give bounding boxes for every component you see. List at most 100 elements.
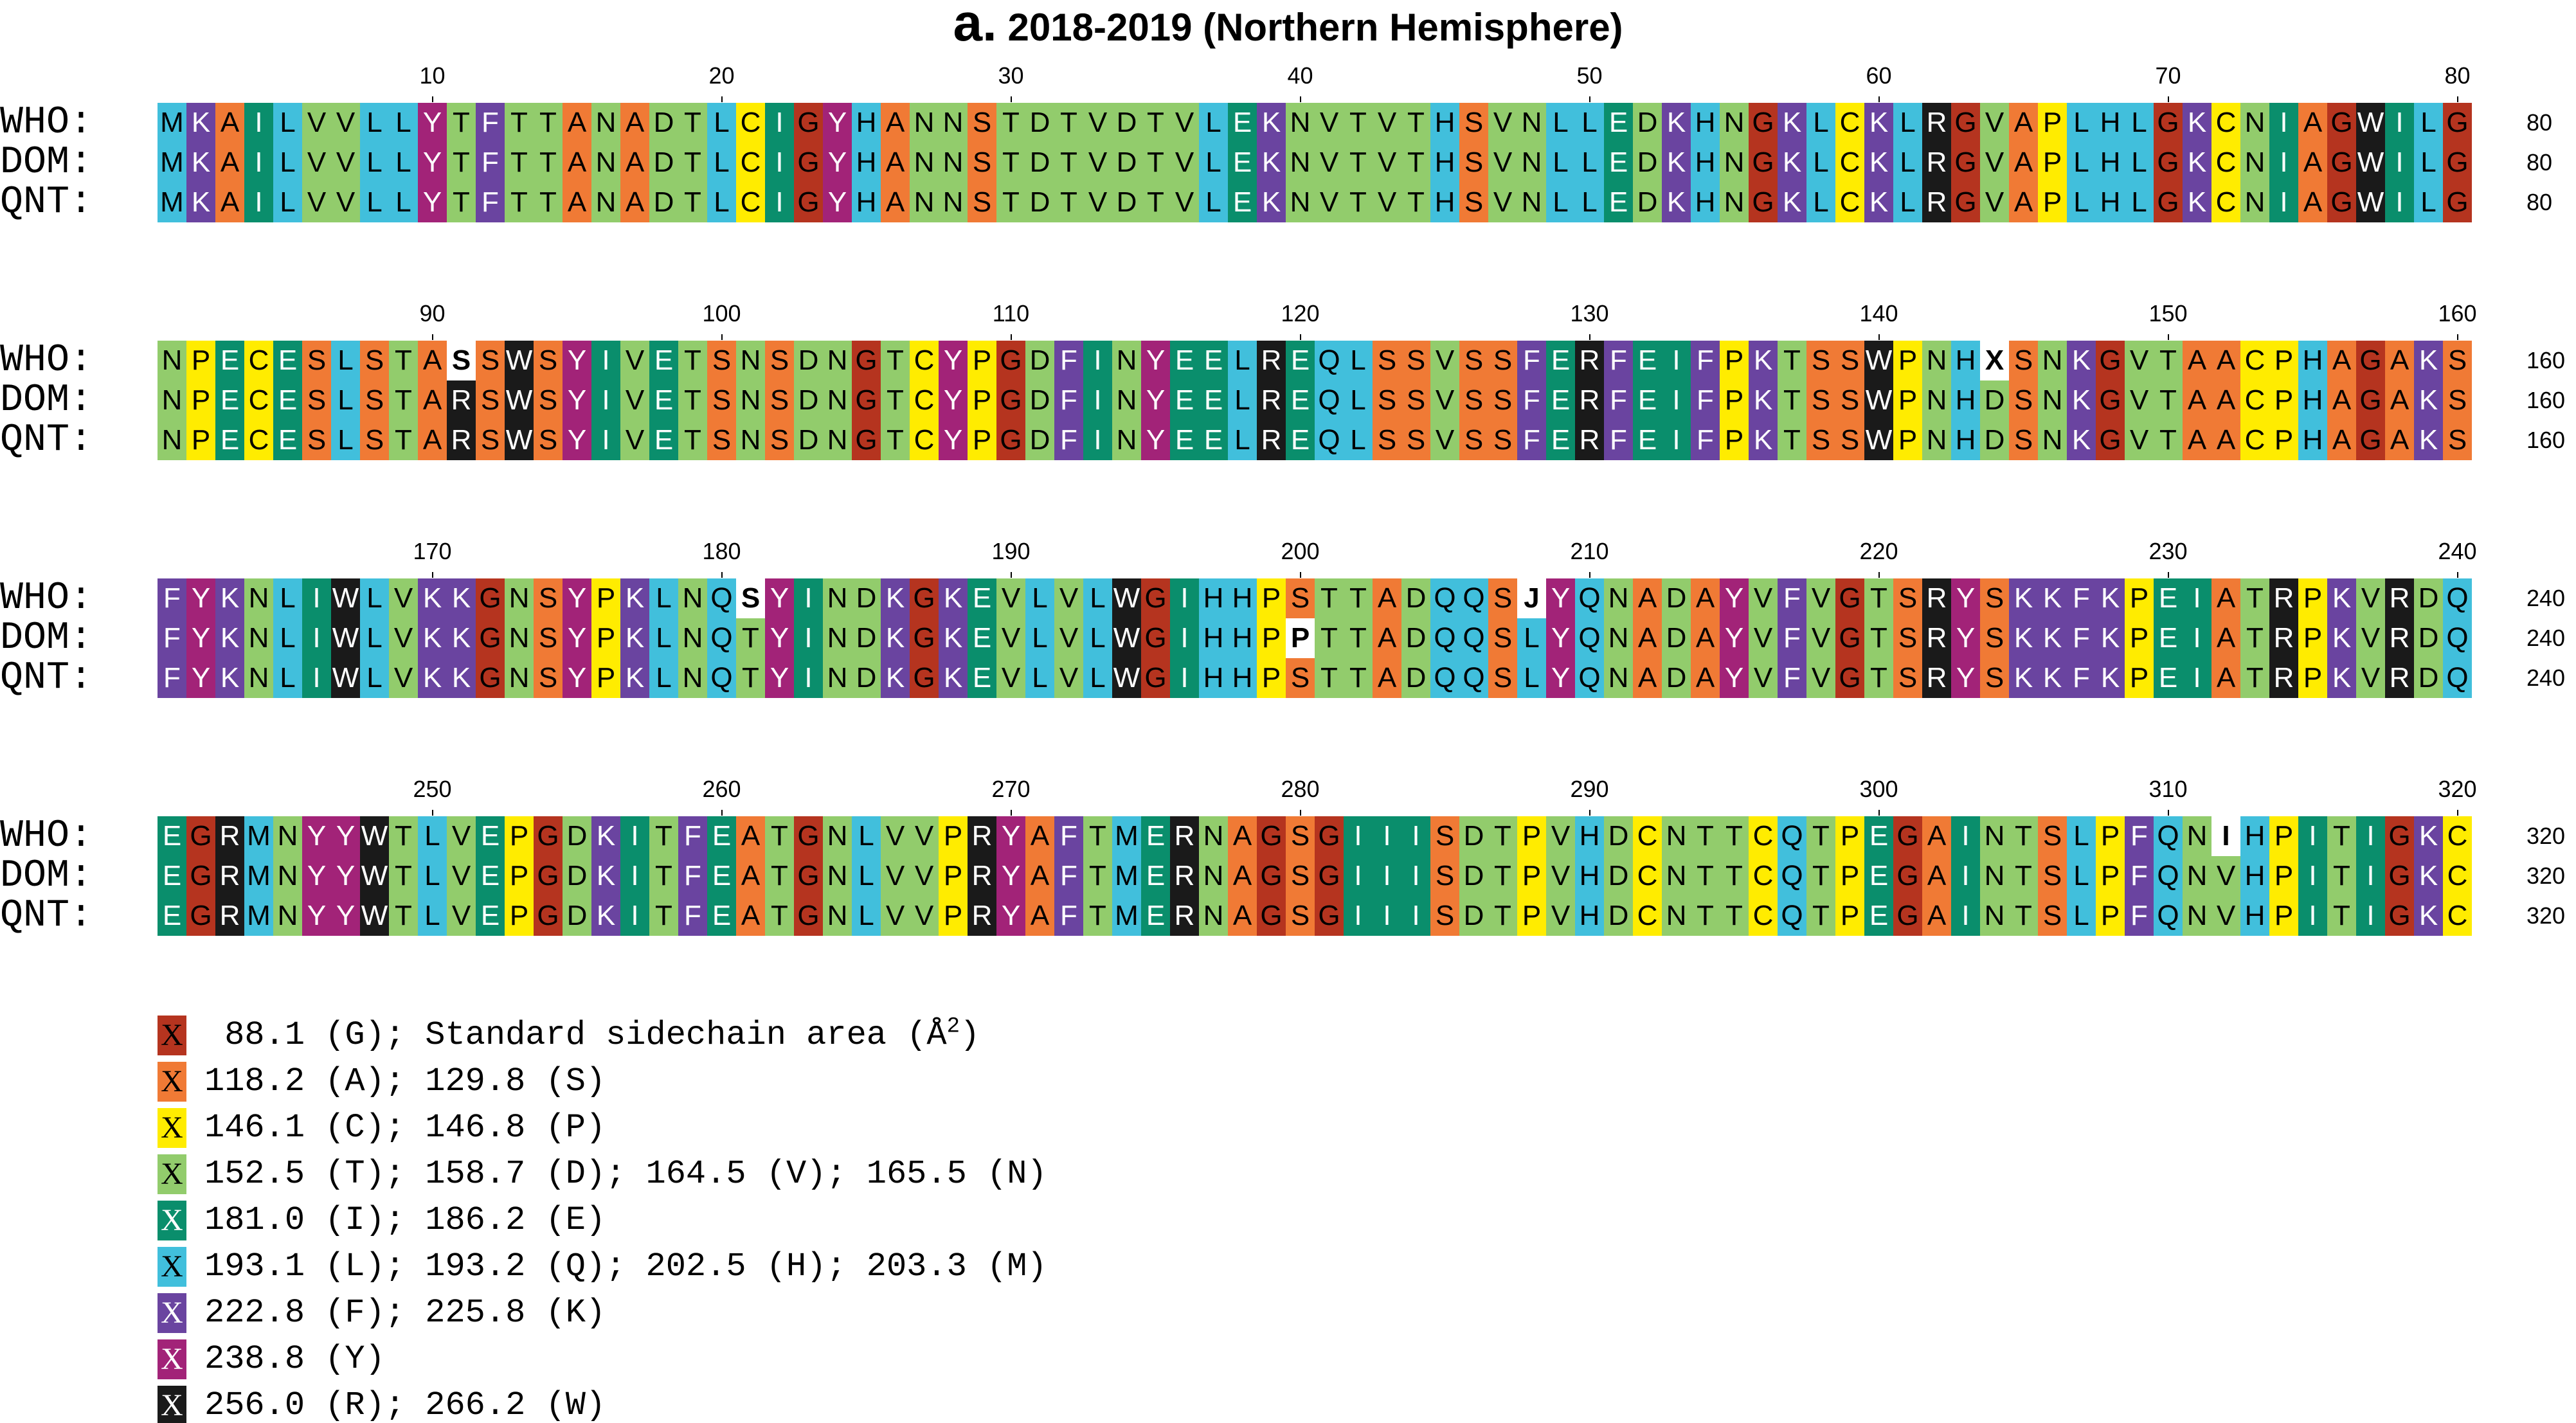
position-tick-mark xyxy=(2457,96,2458,102)
residue-cell: T xyxy=(765,896,794,936)
residue-cell: W xyxy=(1112,618,1141,658)
residue-cell: V xyxy=(1054,658,1083,698)
residue-cell: K xyxy=(1864,143,1893,183)
residue-cell: F xyxy=(1778,578,1806,618)
residue-cell: Y xyxy=(765,658,794,698)
residue-cell: Q xyxy=(707,658,736,698)
residue-cell: A xyxy=(215,143,244,183)
residue-cell: S xyxy=(968,183,996,222)
residue-cell: A xyxy=(1025,856,1054,896)
residue-cell: K xyxy=(1662,103,1691,143)
residue-cell: S xyxy=(1488,380,1517,420)
residue-cell: G xyxy=(2356,341,2385,380)
position-tick-mark xyxy=(721,572,723,578)
residue-cell: R xyxy=(2385,578,2414,618)
residue-cell: N xyxy=(910,143,939,183)
residue-cell: V xyxy=(389,618,418,658)
residue-cell: S xyxy=(534,618,563,658)
row-end-number: 320 xyxy=(2526,856,2576,896)
residue-cell: Y xyxy=(823,143,852,183)
residue-cell: L xyxy=(1517,618,1546,658)
sequence-label-dom: DOM: xyxy=(0,380,135,420)
residue-cell: E xyxy=(1170,380,1199,420)
residue-cell: D xyxy=(563,896,591,936)
residue-cell: A xyxy=(1633,578,1662,618)
position-tick-label: 210 xyxy=(1561,539,1619,564)
residue-cell: A xyxy=(2211,578,2240,618)
residue-cell: L xyxy=(273,183,302,222)
sequence-label-who: WHO: xyxy=(0,816,135,856)
residue-cell: T xyxy=(1401,103,1430,143)
residue-cell: G xyxy=(534,896,563,936)
residue-cell: V xyxy=(447,896,476,936)
residue-cell: K xyxy=(2183,183,2211,222)
residue-cell: S xyxy=(302,380,331,420)
residue-cell: N xyxy=(823,618,852,658)
residue-cell: T xyxy=(505,143,534,183)
residue-cell: V xyxy=(2211,896,2240,936)
residue-cell: K xyxy=(1778,183,1806,222)
residue-cell: V xyxy=(2356,618,2385,658)
residue-cell: T xyxy=(1806,856,1835,896)
residue-cell: D xyxy=(1662,618,1691,658)
residue-cell: T xyxy=(1344,618,1373,658)
residue-cell: A xyxy=(2211,380,2240,420)
position-tick-mark xyxy=(1300,96,1301,102)
residue-cell: N xyxy=(1199,856,1228,896)
position-tick-mark xyxy=(1589,572,1590,578)
residue-cell: N xyxy=(823,420,852,460)
residue-cell: C xyxy=(910,420,939,460)
residue-cell: P xyxy=(968,341,996,380)
residue-cell: H xyxy=(2096,143,2125,183)
residue-cell: F xyxy=(1054,816,1083,856)
residue-cell: V xyxy=(1546,896,1575,936)
residue-cell: G xyxy=(186,896,215,936)
residue-cell: A xyxy=(620,143,649,183)
residue-cell: T xyxy=(1141,143,1170,183)
residue-cell: G xyxy=(2154,143,2183,183)
residue-cell: D xyxy=(649,183,678,222)
position-tick-label: 240 xyxy=(2429,539,2487,564)
residue-cell: P xyxy=(2125,658,2154,698)
residue-cell: S xyxy=(1806,380,1835,420)
residue-cell: P xyxy=(2125,578,2154,618)
residue-cell: F xyxy=(1604,420,1633,460)
residue-cell: N xyxy=(1922,380,1951,420)
row-end-number: 240 xyxy=(2526,658,2576,698)
residue-cell: T xyxy=(2009,896,2038,936)
residue-cell: S xyxy=(1401,420,1430,460)
residue-cell: Y xyxy=(302,896,331,936)
residue-cell: G xyxy=(2327,183,2356,222)
legend-row: X 118.2 (A); 129.8 (S) xyxy=(158,1062,606,1102)
residue-cell: Q xyxy=(1430,618,1459,658)
residue-cell: L xyxy=(389,183,418,222)
residue-cell: S xyxy=(1488,658,1517,698)
residue-cell: L xyxy=(1575,143,1604,183)
row-end-number: 80 xyxy=(2526,183,2576,222)
residue-cell: L xyxy=(1806,183,1835,222)
residue-cell: N xyxy=(1199,896,1228,936)
residue-cell: V xyxy=(1315,183,1344,222)
position-tick-label: 250 xyxy=(404,776,462,802)
residue-cell: T xyxy=(1778,380,1806,420)
residue-cell: A xyxy=(1025,896,1054,936)
residue-cell: T xyxy=(505,183,534,222)
residue-cell: M xyxy=(244,856,273,896)
residue-cell: V xyxy=(302,143,331,183)
residue-cell: F xyxy=(2125,896,2154,936)
residue-cell: N xyxy=(2038,341,2067,380)
position-tick-mark xyxy=(1878,810,1880,816)
residue-cell: S xyxy=(765,420,794,460)
residue-cell: T xyxy=(649,896,678,936)
residue-cell: H xyxy=(2096,103,2125,143)
residue-cell: L xyxy=(649,578,678,618)
residue-cell: Y xyxy=(331,816,360,856)
residue-cell: G xyxy=(1257,896,1286,936)
residue-cell: T xyxy=(1083,816,1112,856)
residue-cell: P xyxy=(186,380,215,420)
residue-cell: C xyxy=(2443,856,2472,896)
row-end-number: 160 xyxy=(2526,420,2576,460)
residue-cell: G xyxy=(996,420,1025,460)
